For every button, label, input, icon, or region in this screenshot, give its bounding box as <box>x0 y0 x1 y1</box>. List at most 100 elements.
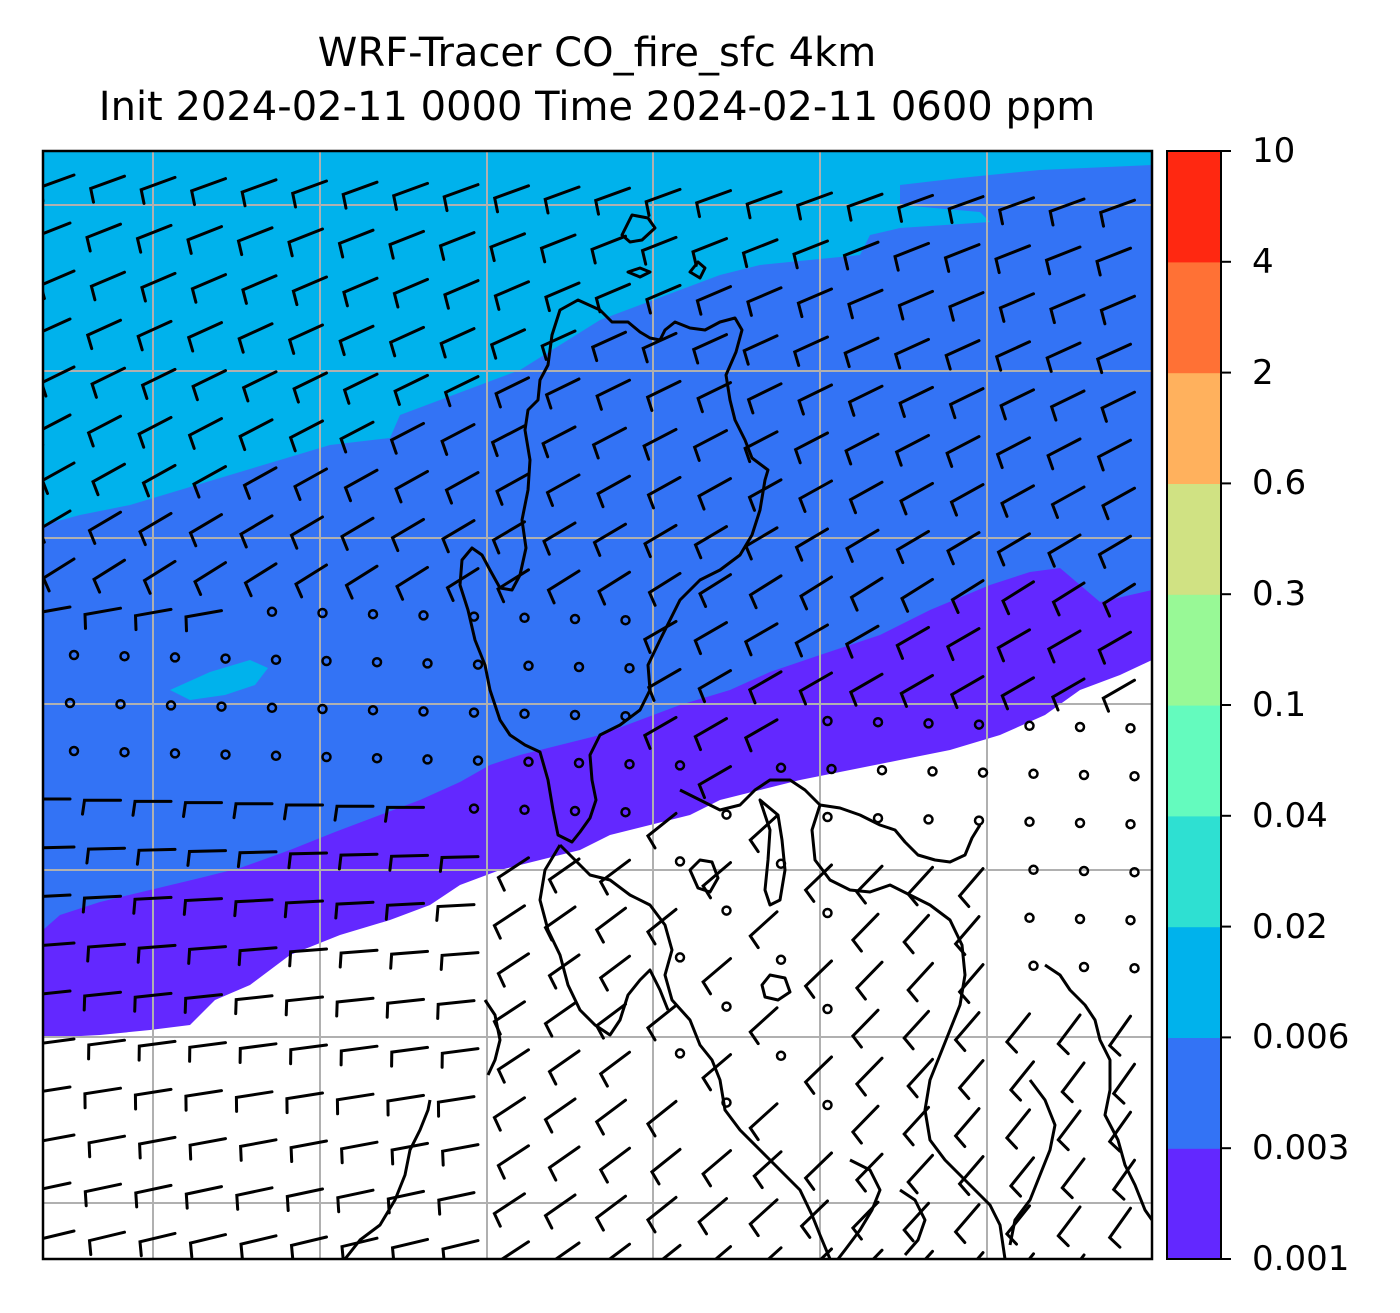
wind-barb <box>43 413 72 447</box>
calm-wind-circle <box>624 758 635 770</box>
wind-barb <box>188 1137 227 1161</box>
wind-barb <box>645 1195 678 1234</box>
calm-wind-circle <box>977 767 989 778</box>
wind-barb <box>133 607 173 632</box>
wind-barb <box>994 340 1031 372</box>
wind-barb <box>902 1009 930 1051</box>
wind-barb <box>388 229 425 260</box>
coastline-islet-1 <box>620 213 657 244</box>
wind-barb <box>1102 582 1136 618</box>
wind-barb <box>996 628 1031 663</box>
wind-barb <box>241 274 278 305</box>
wind-barb <box>344 564 379 600</box>
calm-wind-circle <box>1078 865 1090 877</box>
wind-barb <box>598 858 631 896</box>
colorbar-segment <box>1167 1148 1221 1260</box>
wind-barb <box>496 1144 530 1180</box>
wind-barb <box>340 516 375 551</box>
wind-barb <box>946 531 981 566</box>
calm-wind-circle <box>620 710 631 722</box>
wind-barb <box>388 853 429 872</box>
wind-barb <box>337 852 379 871</box>
wind-barb <box>793 431 829 465</box>
wind-barb <box>283 899 324 919</box>
wind-barb <box>545 473 581 507</box>
colorbar-tick-label: 2 <box>1252 352 1274 393</box>
wind-barb <box>437 1191 476 1216</box>
wind-barb <box>133 1087 173 1111</box>
calm-wind-circle <box>822 1003 833 1015</box>
wind-barb <box>844 432 880 466</box>
wind-barb <box>748 574 783 610</box>
calm-wind-circle <box>367 608 379 620</box>
wind-barb <box>953 1011 981 1052</box>
calm-wind-circle <box>923 814 934 825</box>
wind-barb <box>701 1053 732 1092</box>
wind-barb <box>598 1146 631 1184</box>
wind-barb <box>847 384 884 417</box>
calm-wind-circle <box>468 611 480 622</box>
wind-barb <box>292 371 328 404</box>
wind-barb <box>803 1151 833 1191</box>
wind-barb <box>957 963 985 1004</box>
calm-wind-circle <box>872 812 884 824</box>
wind-barb <box>342 276 379 308</box>
wind-barb <box>184 1089 223 1112</box>
calm-wind-circle <box>1129 962 1140 974</box>
wind-barb <box>701 957 732 996</box>
calm-wind-circle <box>418 610 429 621</box>
wind-barb <box>645 1003 678 1042</box>
wind-barb <box>83 1182 122 1208</box>
wind-barb <box>996 532 1031 567</box>
wind-barb <box>906 1153 934 1195</box>
calm-wind-circle <box>468 707 480 718</box>
calm-wind-circle <box>468 803 480 814</box>
wind-barb <box>438 231 476 261</box>
wind-barb <box>593 186 631 216</box>
wind-barb <box>948 387 985 420</box>
wind-barb <box>818 1247 833 1259</box>
colorbar-tick-label: 10 <box>1252 131 1296 171</box>
wind-barb <box>1101 486 1136 521</box>
wind-barb <box>893 241 930 272</box>
wind-barb <box>693 525 728 560</box>
calm-wind-circle <box>1125 722 1136 734</box>
wind-barb <box>595 378 631 411</box>
calm-wind-circle <box>1074 721 1086 733</box>
wind-barb <box>849 576 884 612</box>
wind-barb <box>894 433 930 467</box>
wind-barb <box>239 1234 278 1259</box>
wind-barb <box>594 1098 627 1136</box>
wind-barb <box>1098 198 1136 228</box>
wind-barb <box>337 228 375 259</box>
wind-barb <box>290 179 328 209</box>
map-title-line2: Init 2024-02-11 0000 Time 2024-02-11 060… <box>98 84 1096 130</box>
wind-barb <box>899 673 934 708</box>
coastline-southern-mainland <box>538 778 1007 1259</box>
wind-barb <box>137 1039 177 1062</box>
wind-barb <box>436 999 476 1020</box>
wind-barb <box>943 243 981 273</box>
wind-barb <box>233 898 274 918</box>
calm-wind-circle <box>573 661 585 673</box>
wind-barb <box>191 369 227 402</box>
wind-barb <box>746 382 783 415</box>
wind-barb <box>440 423 476 456</box>
wind-barb <box>1050 677 1086 712</box>
wind-barb <box>906 1057 934 1099</box>
calm-wind-circle <box>1028 768 1039 780</box>
calm-wind-circle <box>68 649 80 661</box>
wind-barb <box>794 623 829 658</box>
wind-barb <box>238 418 274 452</box>
wind-barb <box>241 370 278 403</box>
wind-barb <box>390 1045 429 1068</box>
wind-barb <box>544 377 581 410</box>
wind-barb <box>1095 246 1132 277</box>
wind-barb <box>386 1189 425 1215</box>
wind-barb <box>492 904 526 940</box>
wind-barb <box>995 436 1031 470</box>
colorbar-tick-label: 0.006 <box>1252 1017 1350 1058</box>
map-gridlines <box>43 151 1152 1259</box>
wind-barb <box>957 1155 985 1196</box>
